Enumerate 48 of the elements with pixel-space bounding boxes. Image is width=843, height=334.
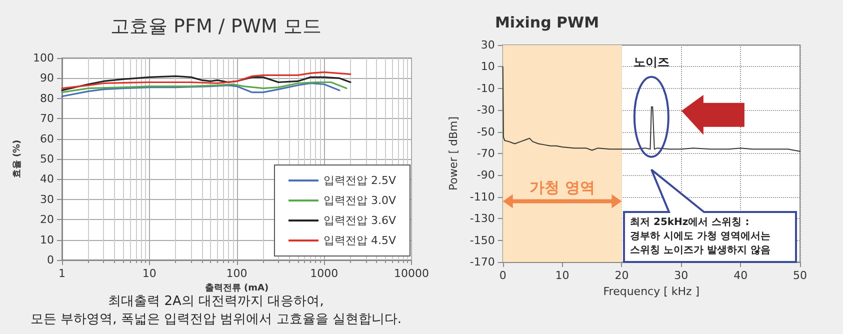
y-tick-label: -70 <box>476 147 495 160</box>
legend-label: 입력전압 4.5V <box>323 234 396 247</box>
legend-label: 입력전압 3.0V <box>323 194 396 207</box>
x-axis-title: 출력전류 (mA) <box>204 282 269 294</box>
y-tick-label: 70 <box>40 112 54 126</box>
x-tick-label: 10 <box>555 269 570 282</box>
y-tick-label: 100 <box>33 52 54 64</box>
y-tick-label: 20 <box>40 213 54 226</box>
x-tick-label: 30 <box>674 269 688 282</box>
y-axis-title: Power [ dBm] <box>447 116 460 191</box>
annotation: 최저 25kHz에서 스위칭 : 경부하 시에도 가청 영역에서는 스위칭 노이즈가 발생하지 않음 <box>630 216 770 258</box>
y-tick-label: 10 <box>480 60 495 74</box>
x-tick-label: 10 <box>142 267 156 280</box>
x-tick-label: 10000 <box>394 267 430 280</box>
y-tick-label: 50 <box>40 152 54 166</box>
chart-title: 고효율 PFM / PWM 모드 <box>110 16 322 38</box>
annotation: 노이즈 <box>633 54 670 71</box>
y-tick-label: -10 <box>476 82 495 95</box>
y-axis-title: 효율 (%) <box>12 140 23 178</box>
text: 최대출력 2A의 대전력까지 대응하여, 모든 부하영역, 폭넓은 입력전압 범위에서 고효율을 실현합니다. <box>29 293 403 329</box>
x-tick-label: 50 <box>793 269 807 282</box>
x-tick-label: 1000 <box>310 267 338 280</box>
y-tick-label: -30 <box>476 104 495 117</box>
y-tick-label: 30 <box>40 192 54 206</box>
y-tick-label: 0 <box>47 254 54 266</box>
y-tick-label: 60 <box>40 132 54 146</box>
y-tick-label: 10 <box>40 233 54 246</box>
y-tick-label: -90 <box>476 168 495 182</box>
y-tick-label: 40 <box>40 172 54 186</box>
legend-label: 입력전압 3.6V <box>323 214 396 227</box>
x-tick-label: 100 <box>226 267 248 280</box>
x-axis-title: Frequency [ kHz ] <box>603 285 700 298</box>
line-series <box>502 66 800 152</box>
x-tick-label: 40 <box>734 269 748 282</box>
y-tick-label: -50 <box>476 125 495 138</box>
x-tick-label: 20 <box>614 269 629 282</box>
x-tick-label: 0 <box>499 269 506 282</box>
y-tick-label: -170 <box>470 256 495 268</box>
band-label: 가청 영역 <box>530 178 595 196</box>
x-tick-label: 1 <box>58 267 66 280</box>
y-tick-label: -110 <box>470 190 495 204</box>
y-tick-label: -150 <box>470 234 495 247</box>
legend-label: 입력전압 2.5V <box>323 174 396 187</box>
y-tick-label: 30 <box>480 38 495 52</box>
chart-title: Mixing PWM <box>495 14 599 32</box>
y-tick-label: 80 <box>40 92 54 105</box>
y-tick-label: -130 <box>470 212 495 226</box>
y-tick-label: 90 <box>40 72 54 85</box>
